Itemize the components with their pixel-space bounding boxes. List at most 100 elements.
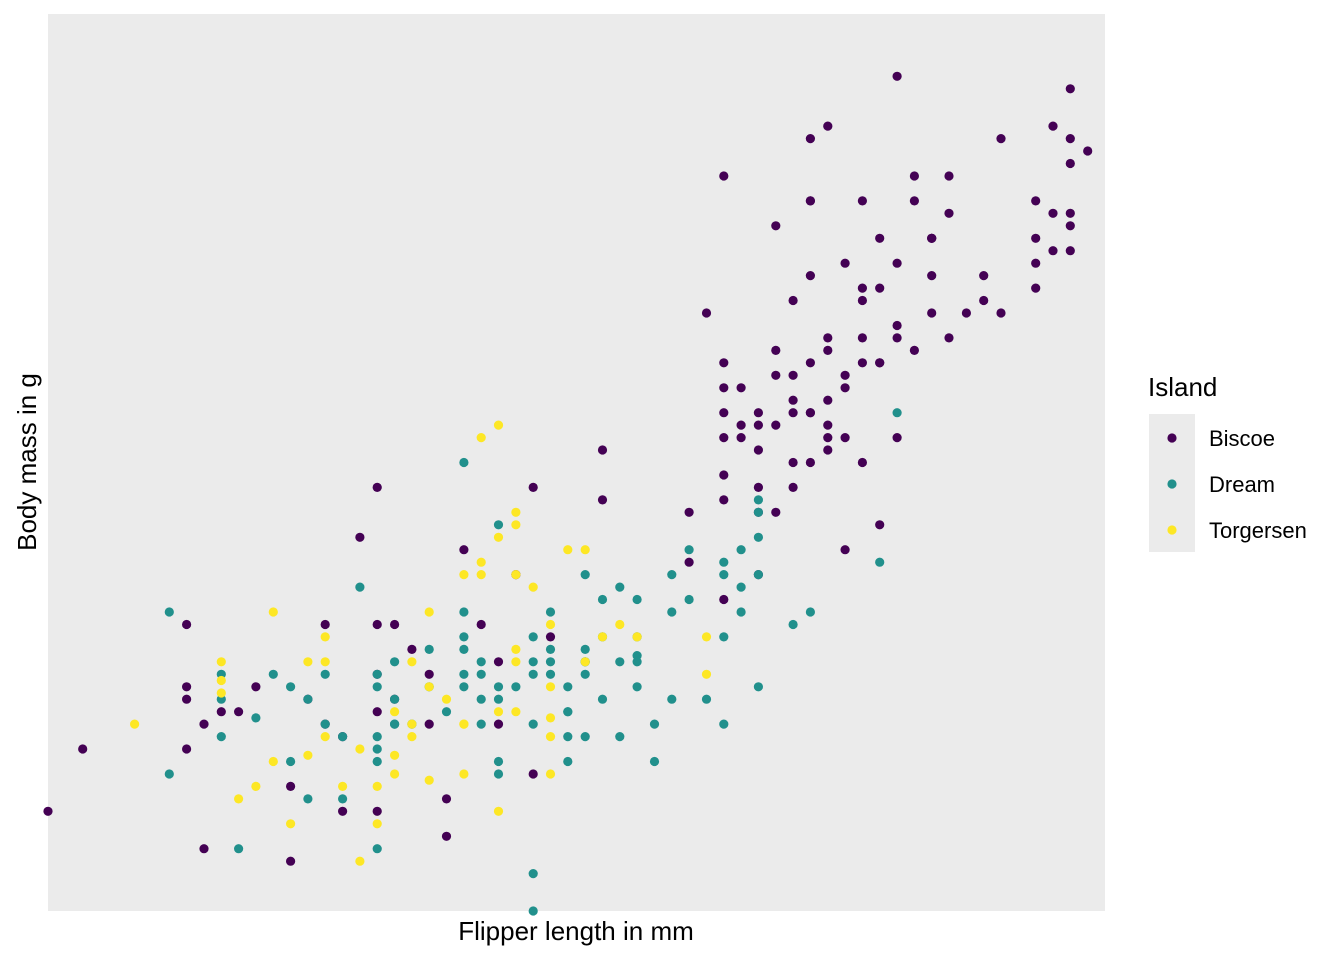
point-biscoe [857, 358, 868, 368]
point-dream [372, 669, 382, 679]
point-dream [476, 657, 486, 667]
point-biscoe [927, 233, 937, 243]
point-torgersen [268, 607, 278, 617]
point-dream [719, 557, 729, 567]
point-biscoe [1031, 233, 1041, 243]
point-biscoe [1065, 221, 1075, 231]
point-biscoe [875, 358, 885, 368]
point-biscoe [753, 408, 764, 418]
point-dream [753, 507, 764, 517]
point-torgersen [545, 732, 556, 742]
point-dream [390, 657, 400, 667]
point-biscoe [182, 694, 192, 704]
point-dream [580, 732, 590, 742]
point-biscoe [892, 433, 902, 443]
point-torgersen [493, 532, 504, 542]
point-biscoe [857, 295, 868, 306]
point-torgersen [424, 607, 434, 617]
point-biscoe [736, 420, 746, 430]
point-dream [615, 657, 625, 667]
point-torgersen [407, 719, 417, 729]
point-biscoe [719, 383, 729, 393]
point-torgersen [303, 657, 313, 667]
point-dream [476, 719, 486, 729]
point-torgersen [424, 682, 434, 692]
point-biscoe [286, 781, 296, 792]
point-torgersen [701, 669, 712, 679]
point-dream [649, 756, 660, 767]
point-biscoe [805, 358, 816, 368]
point-torgersen [511, 644, 521, 655]
point-dream [528, 657, 538, 667]
point-biscoe [320, 619, 330, 630]
point-dream [892, 408, 902, 418]
point-biscoe [338, 806, 348, 816]
point-dream [459, 607, 469, 617]
point-biscoe [372, 482, 382, 492]
point-biscoe [597, 445, 608, 455]
point-dream [459, 669, 469, 679]
point-dream [719, 570, 729, 580]
point-torgersen [424, 775, 434, 785]
point-biscoe [528, 769, 538, 779]
point-torgersen [511, 570, 521, 580]
point-biscoe [788, 408, 798, 418]
point-torgersen [615, 619, 625, 630]
point-biscoe [493, 719, 504, 729]
legend-label-dream: Dream [1209, 472, 1275, 497]
point-dream [268, 669, 278, 679]
point-torgersen [545, 682, 556, 692]
point-biscoe [909, 345, 920, 355]
point-biscoe [182, 682, 192, 692]
point-dream [528, 719, 538, 729]
point-torgersen [372, 819, 382, 829]
point-torgersen [338, 781, 348, 792]
point-biscoe [753, 420, 764, 430]
point-biscoe [961, 308, 972, 318]
point-biscoe [372, 806, 382, 816]
point-dream [667, 570, 677, 580]
point-biscoe [771, 221, 781, 231]
point-biscoe [805, 457, 816, 468]
point-dream [493, 694, 504, 704]
point-biscoe [823, 395, 833, 405]
point-biscoe [1048, 208, 1058, 218]
point-dream [476, 694, 486, 704]
point-biscoe [875, 233, 885, 243]
point-biscoe [823, 433, 833, 443]
point-torgersen [251, 781, 261, 792]
point-dream [545, 657, 556, 667]
point-biscoe [875, 283, 885, 293]
point-biscoe [892, 333, 902, 343]
point-torgersen [355, 856, 365, 866]
point-dream [545, 607, 556, 617]
point-dream [459, 632, 469, 642]
point-biscoe [823, 420, 833, 430]
point-dream [545, 669, 556, 679]
point-biscoe [684, 507, 694, 517]
point-torgersen [286, 819, 296, 829]
point-dream [234, 844, 244, 854]
point-biscoe [857, 457, 868, 468]
point-dream [632, 657, 642, 667]
point-torgersen [545, 619, 556, 630]
point-biscoe [927, 308, 937, 318]
x-axis-title: Flipper length in mm [458, 916, 694, 946]
point-dream [286, 756, 296, 767]
point-biscoe [424, 669, 434, 679]
point-biscoe [355, 532, 365, 542]
point-torgersen [545, 713, 556, 723]
point-dream [493, 682, 504, 692]
point-torgersen [459, 570, 469, 580]
point-dream [597, 694, 608, 704]
point-biscoe [788, 295, 798, 306]
point-biscoe [1065, 134, 1075, 144]
y-axis-title: Body mass in g [12, 373, 42, 551]
point-dream [372, 756, 382, 767]
point-biscoe [1031, 196, 1041, 206]
point-biscoe [840, 433, 850, 443]
point-biscoe [78, 744, 88, 754]
point-biscoe [927, 271, 937, 281]
point-dream [303, 694, 313, 704]
point-biscoe [875, 520, 885, 530]
